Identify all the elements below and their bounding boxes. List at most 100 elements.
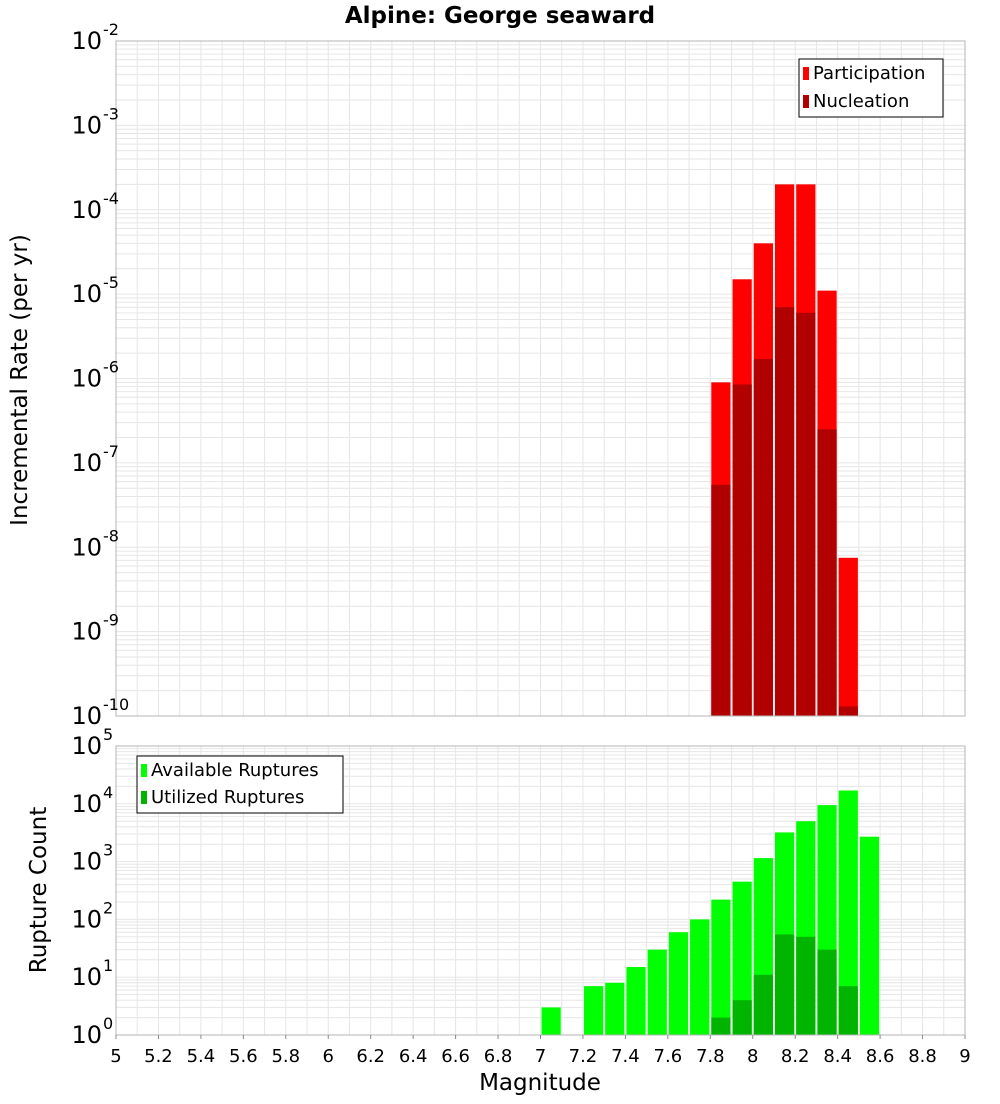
bar-utilized-ruptures — [732, 1000, 752, 1035]
y-tick-label: 10 — [71, 702, 102, 730]
bar-available-ruptures — [647, 949, 667, 1035]
top-plot-border — [115, 40, 966, 717]
legend-label-utilized: Utilized Ruptures — [151, 787, 304, 808]
bar-utilized-ruptures — [838, 986, 858, 1035]
x-tick-label: 5.6 — [229, 1046, 258, 1067]
x-tick-label: 6.8 — [484, 1046, 513, 1067]
y-tick-label: 10 — [71, 790, 102, 818]
x-tick-label: 8 — [747, 1046, 758, 1067]
x-tick-label: 7.4 — [611, 1046, 640, 1067]
bar-utilized-ruptures — [711, 1017, 731, 1035]
legend-swatch-participation — [803, 67, 809, 80]
bar-available-ruptures — [605, 982, 625, 1035]
x-tick-label: 7.6 — [654, 1046, 683, 1067]
x-tick-label: 7 — [535, 1046, 546, 1067]
y-tick-label: 10 — [71, 111, 102, 139]
y-tick-exponent: 2 — [103, 898, 113, 917]
bar-nucleation — [774, 307, 795, 716]
y-tick-exponent: -4 — [103, 189, 119, 208]
legend-swatch-available — [141, 764, 147, 777]
y-tick-exponent: -7 — [103, 442, 119, 461]
x-tick-label: 5 — [110, 1046, 121, 1067]
bar-utilized-ruptures — [774, 934, 795, 1035]
bar-utilized-ruptures — [817, 949, 837, 1035]
y-tick-exponent: -10 — [103, 695, 129, 714]
y-tick-exponent: -5 — [103, 273, 119, 292]
y-tick-label: 10 — [71, 848, 102, 876]
bottom-legend-box — [136, 755, 344, 814]
top-grid — [115, 41, 966, 717]
y-tick-label: 10 — [71, 1021, 102, 1049]
y-tick-exponent: -6 — [103, 358, 119, 377]
x-tick-label: 6.6 — [441, 1046, 470, 1067]
x-tick-label: 6.4 — [399, 1046, 428, 1067]
bar-available-ruptures — [541, 1007, 561, 1035]
x-tick-label: 8.6 — [866, 1046, 895, 1067]
x-axis-label: Magnitude — [479, 1070, 601, 1096]
x-tick-label: 7.8 — [696, 1046, 725, 1067]
y-tick-label: 10 — [71, 618, 102, 646]
x-tick-label: 8.4 — [823, 1046, 852, 1067]
y-tick-exponent: 5 — [103, 725, 113, 744]
x-tick-label: 9 — [959, 1046, 970, 1067]
legend-label-available: Available Ruptures — [151, 760, 319, 781]
bottom-bars — [541, 790, 880, 1035]
bar-nucleation — [796, 312, 816, 716]
bottom-x-tick-labels: 5 5.2 5.4 5.6 5.8 6 6.2 6.4 6.6 6.8 7 7.2 7.4 7.6 7.8 8… — [110, 1035, 971, 1067]
y-tick-label: 10 — [71, 905, 102, 933]
bar-available-ruptures — [690, 919, 710, 1035]
bar-nucleation — [753, 359, 773, 716]
x-tick-label: 5.4 — [187, 1046, 216, 1067]
chart-title: Alpine: George seaward — [345, 3, 655, 29]
y-tick-exponent: 3 — [103, 841, 113, 860]
bar-available-ruptures — [859, 836, 880, 1035]
top-legend-box — [798, 58, 944, 118]
legend-swatch-utilized — [141, 791, 147, 804]
y-tick-exponent: 1 — [103, 956, 113, 975]
y-tick-label: 10 — [71, 27, 102, 55]
bar-nucleation — [838, 706, 858, 716]
top-bars — [711, 184, 858, 717]
bar-available-ruptures — [626, 967, 646, 1035]
y-tick-label: 10 — [71, 365, 102, 393]
top-y-axis-label: Incremental Rate (per yr) — [7, 234, 33, 526]
bar-available-ruptures — [732, 881, 752, 1035]
x-tick-label: 6 — [323, 1046, 334, 1067]
legend-swatch-nucleation — [803, 95, 809, 108]
x-tick-label: 8.8 — [908, 1046, 937, 1067]
bar-available-ruptures — [668, 932, 689, 1035]
y-tick-label: 10 — [71, 196, 102, 224]
bar-nucleation — [711, 484, 731, 716]
bottom-legend: Available Ruptures Utilized Ruptures — [136, 755, 344, 814]
legend-label-participation: Participation — [813, 63, 925, 84]
y-tick-exponent: -3 — [103, 104, 119, 123]
bar-participation — [838, 557, 858, 716]
y-tick-label: 10 — [71, 449, 102, 477]
y-tick-exponent: -9 — [103, 611, 119, 630]
bar-nucleation — [817, 429, 837, 716]
y-tick-exponent: -2 — [103, 20, 119, 39]
legend-label-nucleation: Nucleation — [813, 91, 909, 112]
y-tick-label: 10 — [71, 963, 102, 991]
bar-available-ruptures — [583, 986, 604, 1035]
bar-utilized-ruptures — [796, 936, 816, 1035]
y-tick-exponent: -8 — [103, 526, 119, 545]
bar-available-ruptures — [711, 899, 731, 1035]
x-tick-label: 8.2 — [781, 1046, 810, 1067]
bar-nucleation — [732, 384, 752, 716]
y-tick-exponent: 0 — [103, 1014, 113, 1033]
y-tick-exponent: 4 — [103, 783, 113, 802]
y-tick-label: 10 — [71, 732, 102, 760]
x-tick-label: 7.2 — [569, 1046, 598, 1067]
x-tick-label: 5.2 — [144, 1046, 173, 1067]
bar-utilized-ruptures — [753, 974, 773, 1035]
bottom-y-axis-label: Rupture Count — [26, 807, 52, 973]
y-tick-label: 10 — [71, 280, 102, 308]
top-legend: Participation Nucleation — [798, 58, 944, 118]
